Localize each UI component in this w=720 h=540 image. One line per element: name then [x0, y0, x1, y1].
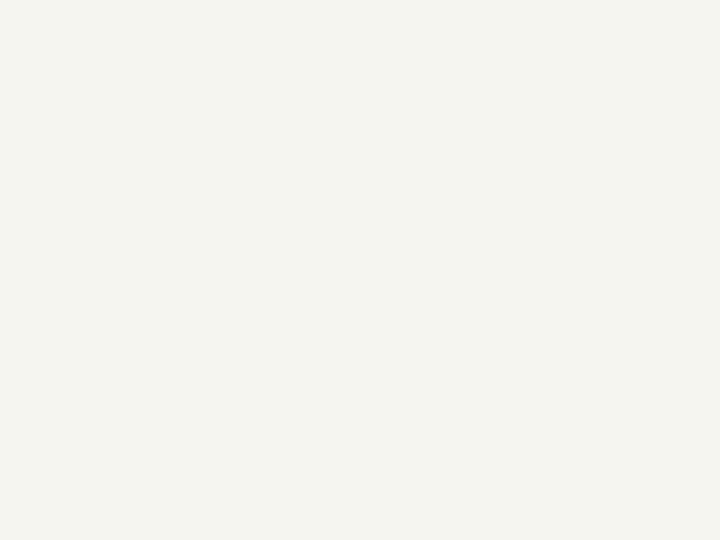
Ellipse shape: [495, 275, 523, 293]
Polygon shape: [324, 189, 540, 405]
Ellipse shape: [552, 74, 595, 97]
Bar: [546, 144, 562, 161]
Ellipse shape: [339, 276, 369, 296]
Bar: [566, 144, 580, 161]
Bar: [490, 144, 505, 161]
Bar: [585, 144, 600, 161]
Text: Th  Skull J  nt: Th Skull J nt: [433, 181, 506, 192]
Ellipse shape: [480, 102, 606, 165]
Text: Based upon the premise that the dimensions
of the human skeletal system remained: Based upon the premise that the dimensio…: [160, 200, 696, 287]
Text: Eleven (11) measurements taken  - to include
height, width of head & length of l: Eleven (11) measurements taken - to incl…: [160, 375, 701, 430]
Bar: [528, 144, 543, 161]
Text: ANTHROPOMETRY: ANTHROPOMETRY: [135, 89, 586, 131]
Bar: [509, 144, 524, 161]
Ellipse shape: [451, 23, 640, 126]
Ellipse shape: [477, 69, 528, 95]
Polygon shape: [533, 103, 563, 118]
